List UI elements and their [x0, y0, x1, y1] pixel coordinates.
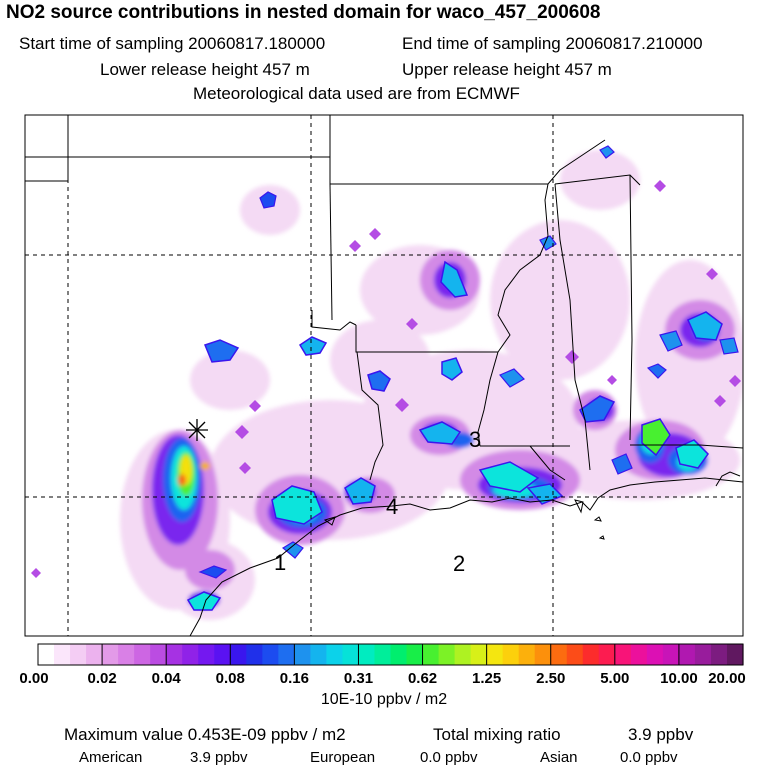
marker-2: 2 [453, 551, 465, 576]
colorbar-cell [262, 644, 279, 665]
colorbar-cell [550, 644, 568, 665]
map-area: 1 2 3 4 [25, 115, 743, 636]
european-label: European [310, 749, 376, 766]
state-boundaries [25, 115, 743, 481]
colorbar-cell [518, 644, 536, 665]
colorbar-cell [662, 644, 680, 665]
map-title: NO2 source contributions in nested domai… [6, 2, 601, 23]
colorbar-tick-label: 0.04 [152, 670, 182, 687]
american-label: American [79, 749, 143, 766]
colorbar-tick-label: 1.25 [472, 670, 501, 687]
end-time: End time of sampling 20060817.210000 [402, 34, 703, 53]
colorbar-cell [454, 644, 472, 665]
marker-1: 1 [274, 550, 286, 575]
colorbar-tick-label: 0.62 [408, 670, 437, 687]
colorbar-tick-label: 0.08 [216, 670, 245, 687]
colorbar-cell [630, 644, 648, 665]
graticule [25, 115, 743, 636]
colorbar [38, 644, 744, 665]
colorbar-cell [294, 644, 311, 665]
colorbar-cell [38, 644, 55, 665]
colorbar-cell [310, 644, 328, 665]
colorbar-cell [710, 644, 728, 665]
colorbar-cell [422, 644, 440, 665]
colorbar-tick-label: 20.00 [708, 670, 746, 687]
colorbar-cell [198, 644, 215, 665]
colorbar-cell [358, 644, 376, 665]
total-mixing-ratio-value: 3.9 ppbv [628, 725, 694, 744]
colorbar-cell [54, 644, 71, 665]
asian-value: 0.0 ppbv [620, 749, 678, 766]
meteorological-data: Meteorological data used are from ECMWF [193, 84, 520, 103]
colorbar-cell [86, 644, 103, 665]
colorbar-cell [534, 644, 552, 665]
colorbar-tick-label: 5.00 [600, 670, 629, 687]
colorbar-tick-label: 0.00 [19, 670, 48, 687]
colorbar-cell [342, 644, 360, 665]
colorbar-cell [182, 644, 199, 665]
colorbar-cell [678, 644, 696, 665]
european-value: 0.0 ppbv [420, 749, 478, 766]
lower-release-height: Lower release height 457 m [100, 60, 310, 79]
asian-label: Asian [540, 749, 578, 766]
colorbar-cell [246, 644, 263, 665]
upper-release-height: Upper release height 457 m [402, 60, 612, 79]
maximum-value: Maximum value 0.453E-09 ppbv / m2 [64, 725, 346, 744]
source-crosshair-icon [186, 419, 208, 441]
colorbar-cell [166, 644, 183, 665]
colorbar-cell [102, 644, 119, 665]
colorbar-tick-label: 0.02 [87, 670, 116, 687]
colorbar-tick-label: 0.16 [280, 670, 309, 687]
coastline [189, 471, 743, 636]
american-value: 3.9 ppbv [190, 749, 248, 766]
colorbar-tick-label: 10.00 [660, 670, 698, 687]
colorbar-tick-label: 0.31 [344, 670, 373, 687]
map-frame [24, 114, 744, 637]
marker-4: 4 [386, 494, 398, 519]
colorbar-cell [614, 644, 632, 665]
marker-3: 3 [469, 427, 481, 452]
colorbar-cell [486, 644, 504, 665]
colorbar-units: 10E-10 ppbv / m2 [320, 691, 448, 708]
colorbar-cell [694, 644, 712, 665]
colorbar-cell [70, 644, 87, 665]
map-markers: 1 2 3 4 [274, 427, 481, 576]
colorbar-tick-label: 2.50 [536, 670, 565, 687]
colorbar-cell [150, 644, 167, 665]
colorbar-cell [326, 644, 344, 665]
colorbar-cell [598, 644, 616, 665]
colorbar-cell [134, 644, 151, 665]
colorbar-cell [390, 644, 408, 665]
colorbar-cell [566, 644, 584, 665]
colorbar-cell [374, 644, 392, 665]
colorbar-frame [37, 643, 744, 666]
colorbar-cell [118, 644, 135, 665]
colorbar-cell [278, 644, 295, 665]
start-time: Start time of sampling 20060817.180000 [19, 34, 326, 53]
colorbar-cell [406, 644, 424, 665]
colorbar-cell [726, 644, 744, 665]
total-mixing-ratio-label: Total mixing ratio [433, 725, 561, 744]
colorbar-cell [470, 644, 488, 665]
colorbar-cell [646, 644, 664, 665]
colorbar-cell [502, 644, 520, 665]
colorbar-cell [214, 644, 231, 665]
colorbar-cell [438, 644, 456, 665]
colorbar-cell [230, 644, 247, 665]
concentration-plume [31, 145, 743, 620]
colorbar-cell [582, 644, 600, 665]
